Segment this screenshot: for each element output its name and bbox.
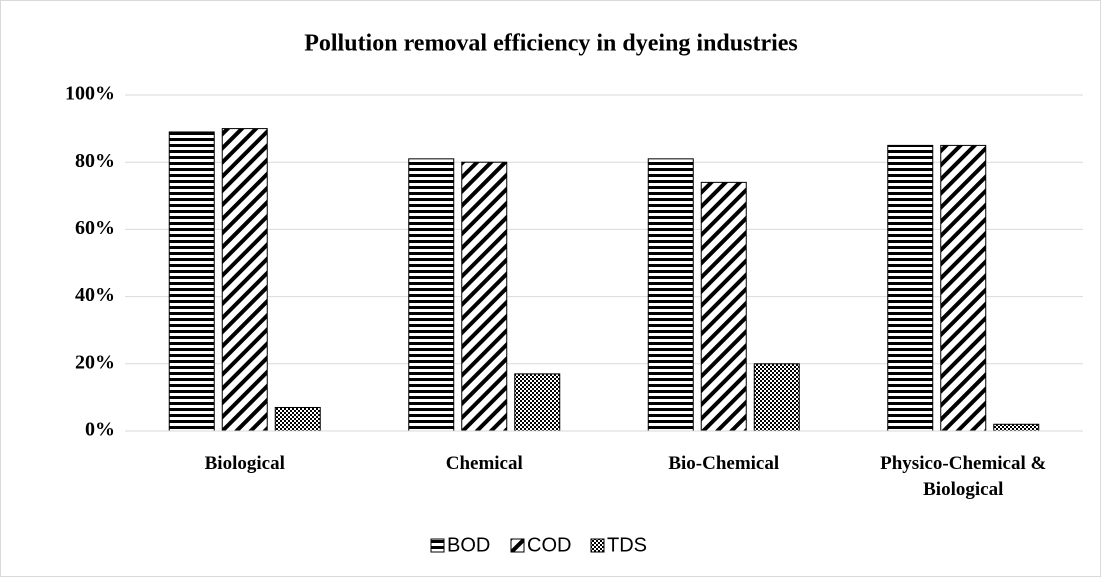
legend-swatch xyxy=(510,538,525,553)
x-tick-label: Bio-Chemical xyxy=(668,453,780,474)
bar xyxy=(993,423,1040,432)
y-tick-label: 100% xyxy=(65,83,115,105)
bar xyxy=(274,406,321,432)
bar xyxy=(408,158,455,432)
chart-title: Pollution removal efficiency in dyeing i… xyxy=(304,31,798,57)
y-tick-label: 0% xyxy=(85,419,115,441)
legend-swatch xyxy=(590,538,605,553)
y-tick-label: 20% xyxy=(75,351,115,373)
bar xyxy=(461,161,508,432)
bar xyxy=(647,158,694,432)
y-tick-label: 80% xyxy=(75,150,115,172)
legend-label: BOD xyxy=(447,534,490,556)
bar xyxy=(221,128,268,432)
x-tick-label: Physico-Chemical & Biological xyxy=(880,453,1047,500)
legend-label: COD xyxy=(527,534,571,556)
legend-label: TDS xyxy=(607,534,647,556)
legend-swatch xyxy=(430,538,445,553)
y-tick-label: 60% xyxy=(75,217,115,239)
bar xyxy=(700,181,747,432)
bar xyxy=(168,131,215,432)
y-tick-label: 40% xyxy=(75,284,115,306)
x-tick-label: Chemical xyxy=(445,453,523,474)
bar xyxy=(887,144,934,432)
bar xyxy=(514,373,561,432)
bar xyxy=(753,363,800,432)
x-tick-label: Biological xyxy=(204,453,285,474)
bar xyxy=(940,144,987,432)
